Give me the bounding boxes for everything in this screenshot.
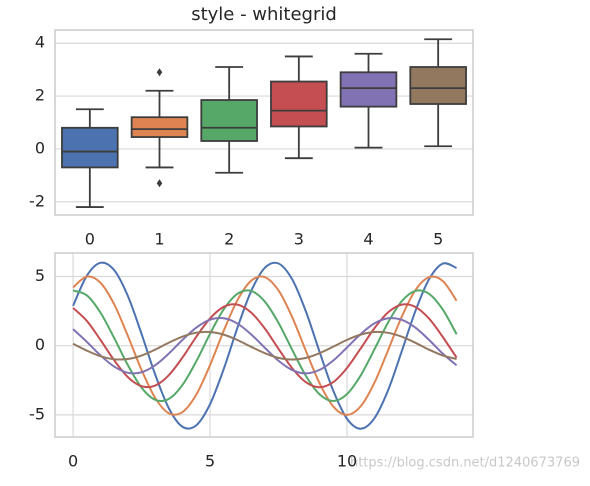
x-tick-label: 2 <box>224 230 234 249</box>
y-tick-label: 4 <box>35 33 45 52</box>
x-tick-label: 5 <box>433 230 443 249</box>
line <box>72 330 457 361</box>
y-tick-label: 5 <box>35 266 45 285</box>
x-tick-label: 0 <box>85 230 95 249</box>
x-tick-label: 3 <box>294 230 304 249</box>
box <box>200 99 258 142</box>
x-tick-label: 5 <box>205 452 215 471</box>
chart-title: style - whitegrid <box>191 4 337 25</box>
box <box>61 126 119 169</box>
line <box>72 261 457 430</box>
line <box>72 317 458 375</box>
line <box>72 275 458 416</box>
y-tick-label: 0 <box>35 138 45 157</box>
x-tick-label: 1 <box>154 230 164 249</box>
flier <box>156 68 163 77</box>
plot-frame <box>54 29 474 216</box>
plot-frame <box>54 252 474 438</box>
line <box>72 289 458 403</box>
watermark: https://blog.csdn.net/d1240673769 <box>350 456 580 471</box>
x-tick-label: 10 <box>337 452 357 471</box>
box <box>409 66 467 105</box>
y-tick-label: -5 <box>29 404 45 423</box>
box <box>339 71 398 108</box>
y-tick-label: 2 <box>35 86 45 105</box>
box <box>270 80 328 128</box>
line <box>72 303 458 389</box>
box <box>130 116 189 138</box>
flier <box>156 179 163 188</box>
y-tick-label: -2 <box>29 191 45 210</box>
x-tick-label: 0 <box>68 452 78 471</box>
y-tick-label: 0 <box>35 335 45 354</box>
x-tick-label: 4 <box>363 230 373 249</box>
